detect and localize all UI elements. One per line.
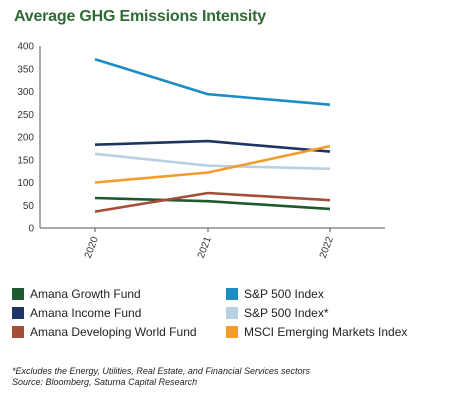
y-tick-label: 200 — [17, 133, 34, 144]
footnote-source: Source: Bloomberg, Saturna Capital Resea… — [12, 377, 198, 387]
legend-label: S&P 500 Index* — [244, 306, 329, 320]
x-tick-label: 2022 — [318, 235, 336, 260]
y-tick-label: 400 — [17, 42, 34, 53]
legend-item: S&P 500 Index — [226, 286, 440, 302]
legend-item: S&P 500 Index* — [226, 305, 440, 321]
series-line-amana-growth-fund — [94, 196, 331, 211]
legend-label: MSCI Emerging Markets Index — [244, 325, 408, 339]
legend-label: S&P 500 Index — [244, 287, 324, 301]
x-tick-label: 2020 — [83, 235, 101, 260]
legend-label: Amana Developing World Fund — [30, 325, 197, 339]
series-line-msci-emerging-markets-index — [94, 144, 331, 184]
y-axis: 0 50 100 150 200 250 300 350 400 — [17, 42, 41, 235]
legend-swatch — [12, 307, 24, 319]
series-line-amana-developing-world-fund — [94, 191, 331, 213]
legend-swatch — [12, 326, 24, 338]
series-line-s-p-500-index-ex — [94, 152, 331, 171]
legend-label: Amana Income Fund — [30, 306, 142, 320]
y-tick-label: 300 — [17, 87, 34, 98]
series-lines — [94, 57, 331, 213]
legend-item: Amana Developing World Fund — [12, 324, 226, 340]
y-tick-label: 50 — [23, 201, 35, 212]
legend-label: Amana Growth Fund — [30, 287, 141, 301]
y-tick-label: 150 — [17, 155, 34, 166]
x-tick-label: 2021 — [196, 235, 214, 260]
y-tick-label: 100 — [17, 178, 34, 189]
series-line-s-p-500-index — [94, 57, 331, 106]
x-axis: 2020 2021 2022 — [40, 227, 385, 260]
line-chart: 0 50 100 150 200 250 300 350 400 2020 2021 2022 — [17, 42, 385, 260]
footnotes: *Excludes the Energy, Utilities, Real Es… — [12, 366, 442, 388]
y-tick-label: 250 — [17, 110, 34, 121]
series-line-amana-income-fund — [94, 139, 331, 153]
chart-title: Average GHG Emissions Intensity — [14, 8, 266, 25]
legend-item: MSCI Emerging Markets Index — [226, 324, 440, 340]
legend-item: Amana Income Fund — [12, 305, 226, 321]
legend-swatch — [226, 288, 238, 300]
legend: Amana Growth Fund S&P 500 Index Amana Inco… — [12, 286, 442, 340]
legend-item: Amana Growth Fund — [12, 286, 226, 302]
legend-swatch — [226, 307, 238, 319]
y-tick-label: 350 — [17, 64, 34, 75]
y-tick-label: 0 — [28, 224, 34, 235]
legend-swatch — [12, 288, 24, 300]
footnote-exclusions: *Excludes the Energy, Utilities, Real Es… — [12, 366, 310, 376]
legend-swatch — [226, 326, 238, 338]
